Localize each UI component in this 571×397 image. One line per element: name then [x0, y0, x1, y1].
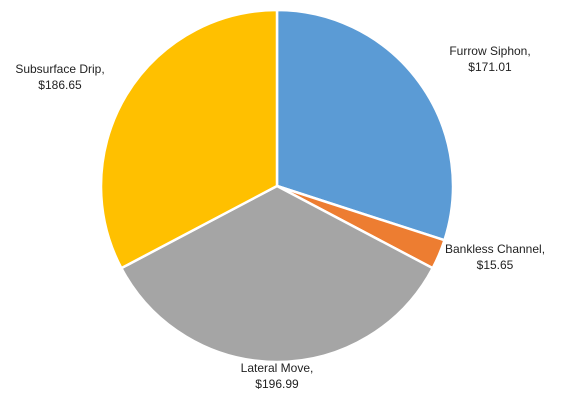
data-label-lateral-move: Lateral Move, $196.99 — [241, 361, 314, 391]
pie-slice-subsurface-drip — [99, 8, 279, 270]
data-label-bankless-channel: Bankless Channel, $15.65 — [445, 242, 545, 272]
data-label-value: $171.01 — [468, 60, 512, 74]
data-label-value: $15.65 — [477, 258, 514, 272]
pie-slices — [99, 8, 455, 364]
data-label-category: Lateral Move, — [241, 361, 314, 375]
data-label-category: Bankless Channel, — [445, 242, 545, 256]
data-label-category: Furrow Siphon, — [449, 44, 530, 58]
data-label-subsurface-drip: Subsurface Drip, $186.65 — [15, 62, 104, 92]
data-label-furrow-siphon: Furrow Siphon, $171.01 — [449, 44, 530, 74]
pie-slice-furrow-siphon — [275, 8, 455, 242]
pie-data-labels: Furrow Siphon, $171.01 Bankless Channel, $1… — [15, 44, 545, 391]
data-label-category: Subsurface Drip, — [15, 62, 104, 76]
pie-slice-lateral-move — [119, 184, 435, 364]
data-label-value: $196.99 — [255, 377, 299, 391]
data-label-value: $186.65 — [38, 78, 82, 92]
